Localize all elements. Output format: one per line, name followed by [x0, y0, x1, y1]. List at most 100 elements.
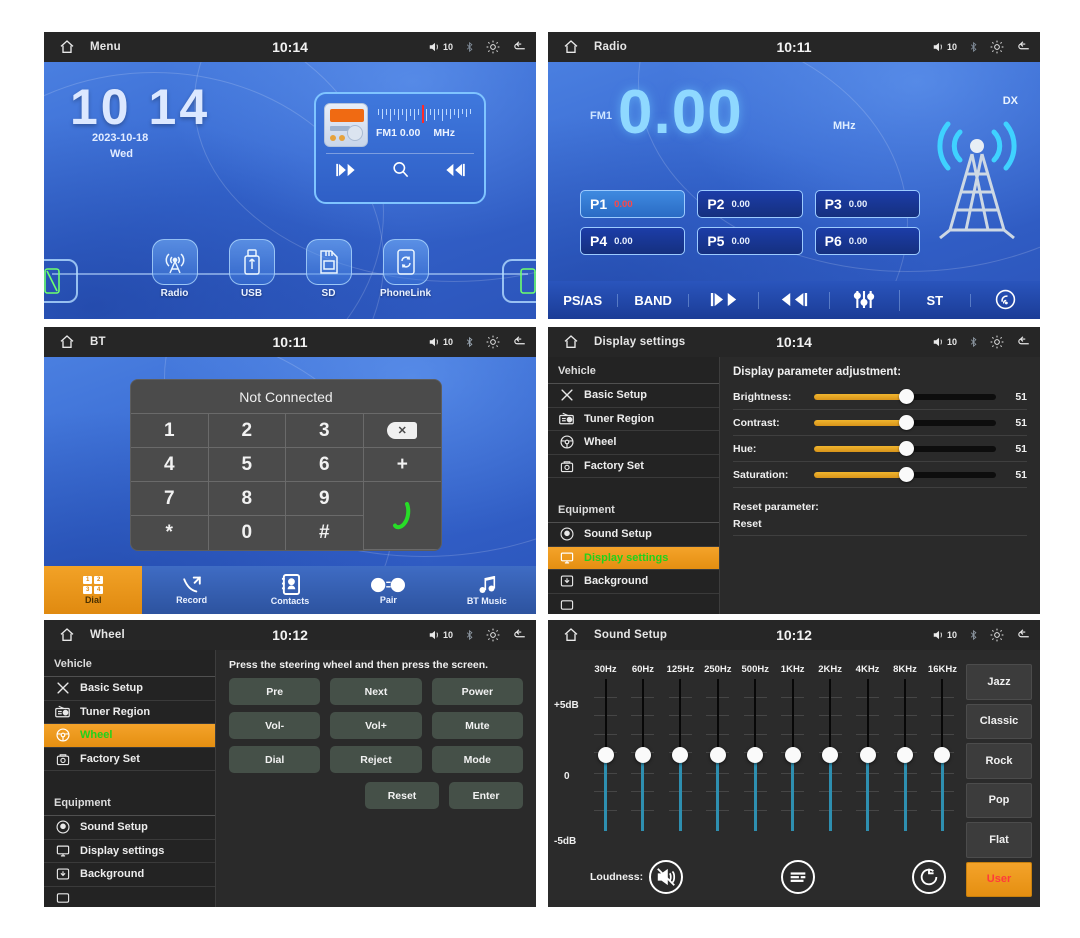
brightness-icon[interactable] — [990, 628, 1004, 642]
volume-indicator[interactable]: 10 — [428, 628, 453, 642]
phone-right-icon[interactable] — [502, 259, 536, 303]
saturation-slider[interactable] — [814, 467, 996, 482]
eq-preset-flat[interactable]: Flat — [966, 822, 1032, 858]
back-icon[interactable] — [511, 335, 528, 349]
radio-widget[interactable]: FM1 0.00 MHz — [314, 92, 486, 204]
eq-knob[interactable] — [897, 747, 913, 763]
eq-preset-rock[interactable]: Rock — [966, 743, 1032, 779]
home-icon[interactable] — [548, 334, 594, 350]
preset-button[interactable]: P1 0.00 — [580, 190, 686, 218]
eq-knob[interactable] — [784, 747, 801, 763]
eq-band[interactable]: 8KHz — [890, 664, 921, 851]
wheel-button-mode[interactable]: Mode — [431, 746, 523, 773]
keypad-key[interactable]: 1 — [131, 414, 209, 448]
plus-key[interactable]: + — [363, 448, 441, 482]
eq-slider[interactable] — [777, 679, 808, 831]
brightness-icon[interactable] — [990, 40, 1004, 54]
back-icon[interactable] — [511, 40, 528, 54]
tab-pair[interactable]: Pair — [339, 566, 437, 614]
bluetooth-icon[interactable] — [968, 628, 979, 642]
prev-icon[interactable] — [334, 163, 356, 177]
sidebar-item-background[interactable]: Background — [548, 570, 719, 594]
equalizer-button[interactable] — [830, 289, 901, 311]
eq-band[interactable]: 60Hz — [627, 664, 658, 851]
eq-slider[interactable] — [890, 679, 921, 831]
hue-slider[interactable] — [814, 441, 996, 456]
sidebar-item-display-settings[interactable]: Display settings — [548, 546, 719, 570]
back-icon[interactable] — [1015, 40, 1032, 54]
brightness-icon[interactable] — [990, 335, 1004, 349]
reset-eq-icon[interactable] — [912, 860, 946, 894]
eq-band[interactable]: 2KHz — [815, 664, 846, 851]
preset-button[interactable]: P2 0.00 — [697, 190, 803, 218]
eq-slider[interactable] — [815, 679, 846, 831]
enter-button[interactable]: Enter — [449, 782, 523, 809]
home-icon[interactable] — [44, 334, 90, 350]
bluetooth-icon[interactable] — [464, 628, 475, 642]
brightness-slider[interactable] — [814, 389, 996, 404]
keypad-key[interactable]: 5 — [208, 448, 286, 482]
brightness-icon[interactable] — [486, 40, 500, 54]
home-icon[interactable] — [44, 39, 90, 55]
eq-slider[interactable] — [590, 679, 621, 831]
eq-preset-pop[interactable]: Pop — [966, 782, 1032, 818]
sidebar-item-tuner-region[interactable]: Tuner Region — [44, 701, 215, 724]
preset-button[interactable]: P6 0.00 — [814, 227, 920, 255]
sidebar-item-display-settings[interactable]: Display settings — [44, 840, 215, 863]
keypad-key[interactable]: 0 — [209, 516, 286, 550]
tab-record[interactable]: Record — [142, 566, 240, 614]
sidebar-item-more[interactable] — [548, 594, 719, 615]
dock-item-radio[interactable]: Radio — [148, 239, 202, 299]
bluetooth-icon[interactable] — [968, 335, 979, 349]
eq-band[interactable]: 500Hz — [740, 664, 771, 851]
sidebar-item-factory-set[interactable]: Factory Set — [548, 455, 719, 478]
sidebar-item-basic-setup[interactable]: Basic Setup — [44, 677, 215, 701]
keypad-key[interactable]: 3 — [286, 414, 364, 448]
keypad-key[interactable]: 9 — [286, 482, 364, 516]
antenna-button[interactable] — [971, 289, 1040, 312]
eq-slider[interactable] — [627, 679, 658, 831]
sidebar-item-sound-setup[interactable]: Sound Setup — [548, 523, 719, 547]
volume-indicator[interactable]: 10 — [932, 628, 957, 642]
sidebar-item-background[interactable]: Background — [44, 863, 215, 887]
eq-preset-user[interactable]: User — [966, 861, 1032, 897]
wheel-button-vol-down[interactable]: Vol- — [229, 712, 321, 739]
sidebar-item-factory-set[interactable]: Factory Set — [44, 748, 215, 771]
phone-left-icon[interactable] — [44, 259, 78, 303]
wheel-button-power[interactable]: Power — [431, 678, 523, 705]
loudness-toggle-icon[interactable] — [649, 860, 684, 894]
reset-button[interactable]: Reset — [365, 782, 439, 809]
wheel-button-reject[interactable]: Reject — [330, 746, 422, 773]
sidebar-item-sound-setup[interactable]: Sound Setup — [44, 816, 215, 840]
next-icon[interactable] — [445, 163, 467, 177]
eq-knob[interactable] — [822, 747, 839, 763]
eq-band[interactable]: 125Hz — [665, 664, 696, 851]
keypad-key[interactable]: 4 — [131, 448, 209, 482]
bluetooth-icon[interactable] — [968, 40, 979, 54]
bluetooth-icon[interactable] — [464, 40, 475, 54]
eq-preset-classic[interactable]: Classic — [966, 703, 1032, 739]
eq-knob[interactable] — [859, 747, 876, 763]
backspace-key[interactable]: ✕ — [363, 414, 441, 448]
radio-sensitivity[interactable]: DX — [1002, 95, 1018, 107]
preset-button[interactable]: P4 0.00 — [580, 227, 686, 255]
wheel-button-next[interactable]: Next — [330, 678, 422, 705]
eq-knob[interactable] — [709, 747, 726, 763]
volume-indicator[interactable]: 10 — [932, 335, 957, 349]
keypad-key[interactable]: 2 — [208, 414, 286, 448]
back-icon[interactable] — [1015, 628, 1032, 642]
prev-button[interactable] — [689, 291, 760, 309]
keypad-key[interactable]: # — [286, 516, 364, 550]
eq-band[interactable]: 250Hz — [702, 664, 733, 851]
psas-button[interactable]: PS/AS — [548, 293, 619, 307]
dock-item-phonelink[interactable]: PhoneLink — [379, 239, 433, 299]
back-icon[interactable] — [1015, 335, 1032, 349]
eq-band[interactable]: 4KHz — [852, 664, 883, 851]
volume-indicator[interactable]: 10 — [932, 40, 957, 54]
back-icon[interactable] — [511, 628, 528, 642]
eq-knob[interactable] — [747, 747, 764, 763]
audio-balance-icon[interactable] — [780, 860, 815, 894]
dock-item-sd[interactable]: SD — [302, 239, 356, 299]
sidebar-item-basic-setup[interactable]: Basic Setup — [548, 384, 719, 408]
